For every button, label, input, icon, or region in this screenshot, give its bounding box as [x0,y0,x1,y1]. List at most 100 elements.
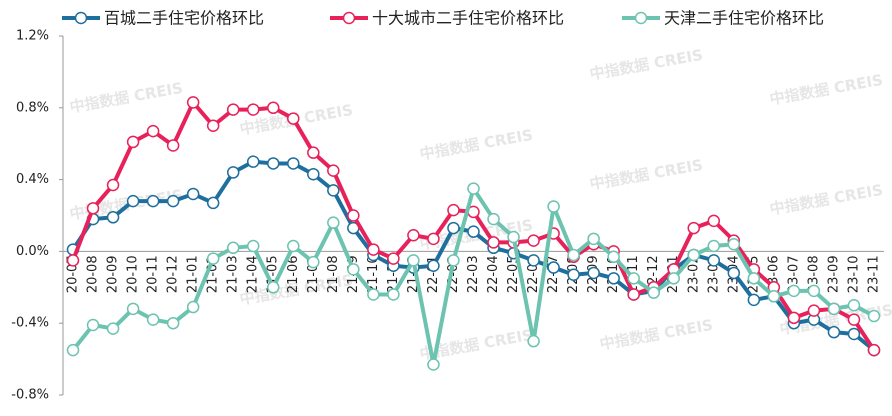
point [287,112,300,125]
point [567,268,580,281]
point [787,311,801,325]
point [206,252,220,265]
point [587,232,600,246]
point [66,343,80,357]
point [487,212,500,226]
point [387,252,400,265]
point [567,248,580,262]
x-tick-label: 23-11 [866,255,881,293]
x-tick-label: 23-02 [686,255,701,293]
point [467,182,480,195]
watermark: 中指数据 CREIS [598,316,714,354]
x-tick-label: 22-04 [486,255,501,293]
point [527,234,540,247]
point [727,266,741,280]
point [226,166,240,179]
x-tick-label: 23-08 [806,255,821,293]
point [86,202,100,215]
point [727,237,741,251]
point [467,225,480,238]
y-tick-label: -0.8% [11,388,49,403]
point [607,272,620,285]
point [427,232,440,246]
point [106,211,120,224]
point [287,157,300,170]
point [647,286,660,299]
point [327,164,340,177]
y-tick-label: 0.4% [16,172,49,187]
point [347,209,360,222]
x-tick-label: 20-12 [166,255,181,293]
watermark: 中指数据 CREIS [768,71,884,109]
point [827,302,841,316]
point [106,178,120,192]
point [166,316,180,330]
point [707,254,721,267]
point [66,254,80,267]
point [307,146,320,159]
watermark: 中指数据 CREIS [68,79,184,117]
point [226,241,240,255]
point [347,263,360,276]
point [747,272,761,285]
point [847,327,861,341]
point [267,101,280,115]
y-tick-label: 1.2% [16,29,49,44]
point [527,254,540,267]
point [186,187,200,201]
point [827,325,841,339]
point [367,288,380,301]
watermark: 中指数据 CREIS [588,156,704,194]
point [627,272,640,285]
x-tick-label: 21-04 [246,255,261,293]
point [307,167,320,181]
x-tick-label: 21-08 [326,255,341,293]
y-tick-label: 0.8% [16,100,49,115]
point [86,318,100,332]
point [267,157,280,170]
legend-marker [74,11,88,25]
point [327,216,340,229]
x-tick-label: 21-01 [186,255,201,293]
point [847,313,861,326]
point [146,313,160,326]
point [206,119,220,132]
point [487,236,500,249]
point [246,155,260,168]
point [267,281,280,294]
point [387,288,400,301]
point [427,259,440,273]
point [146,194,160,208]
point [307,255,320,269]
point [367,243,380,256]
legend-label: 十大城市二手住宅价格环比 [372,9,564,28]
x-tick-label: 20-09 [106,255,121,293]
point [327,184,340,197]
legend-label: 百城二手住宅价格环比 [104,9,264,28]
x-tick-label: 23-10 [846,255,861,293]
point [527,334,540,348]
point [867,309,881,323]
point [166,194,180,208]
point [547,261,560,274]
point [407,254,420,267]
legend-label: 天津二手住宅价格环比 [664,9,824,28]
point [126,194,140,208]
x-tick-label: 21-06 [286,255,301,293]
point [246,239,260,253]
x-tick-label: 22-03 [466,255,481,293]
point [687,248,701,262]
x-tick-label: 20-08 [86,255,101,293]
point [146,124,160,138]
point [287,239,300,253]
point [106,322,120,335]
point [847,299,861,312]
point [747,293,761,307]
point [707,214,721,228]
y-tick-label: -0.4% [11,316,49,331]
x-tick-label: 22-07 [546,255,561,293]
point [587,266,600,280]
x-tick-label: 20-11 [146,255,161,293]
point [547,200,560,213]
